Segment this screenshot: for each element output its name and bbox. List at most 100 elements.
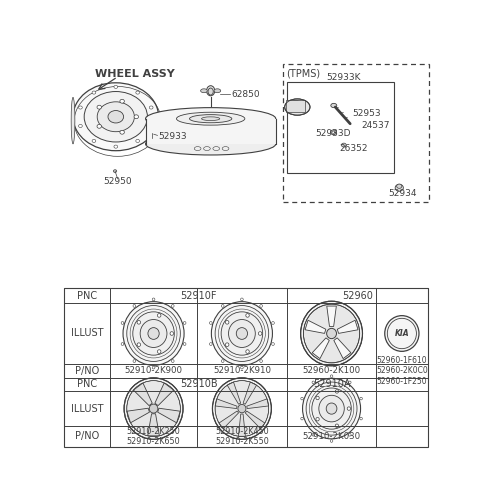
Ellipse shape <box>209 322 212 325</box>
Ellipse shape <box>151 137 154 139</box>
Ellipse shape <box>246 313 249 317</box>
Ellipse shape <box>157 350 161 353</box>
Ellipse shape <box>335 390 338 393</box>
Ellipse shape <box>285 99 310 115</box>
Ellipse shape <box>121 343 124 345</box>
Text: 26352: 26352 <box>340 144 368 153</box>
Text: 24537: 24537 <box>361 121 390 130</box>
Text: P/NO: P/NO <box>75 366 99 376</box>
Ellipse shape <box>331 103 337 108</box>
Ellipse shape <box>211 301 273 365</box>
Ellipse shape <box>97 124 101 129</box>
Ellipse shape <box>226 321 229 324</box>
Ellipse shape <box>236 328 248 339</box>
Text: WHEEL ASSY: WHEEL ASSY <box>95 69 174 79</box>
Ellipse shape <box>133 304 136 307</box>
Ellipse shape <box>133 312 174 355</box>
Ellipse shape <box>133 360 136 362</box>
Ellipse shape <box>171 304 174 307</box>
Ellipse shape <box>201 89 207 93</box>
Text: 62850: 62850 <box>232 90 261 99</box>
Ellipse shape <box>145 133 276 155</box>
Ellipse shape <box>348 381 351 384</box>
Ellipse shape <box>149 404 158 413</box>
Ellipse shape <box>215 305 269 361</box>
Ellipse shape <box>316 396 319 400</box>
Ellipse shape <box>221 360 224 362</box>
Ellipse shape <box>301 417 303 420</box>
Ellipse shape <box>335 424 338 427</box>
Text: 52910-2K910: 52910-2K910 <box>213 366 271 375</box>
Text: 52960: 52960 <box>342 291 372 301</box>
Ellipse shape <box>73 83 158 151</box>
Ellipse shape <box>127 305 180 361</box>
Text: 52933: 52933 <box>158 132 187 141</box>
Ellipse shape <box>209 343 212 345</box>
Ellipse shape <box>246 350 249 353</box>
Ellipse shape <box>149 106 153 109</box>
Bar <box>283 64 429 202</box>
Polygon shape <box>227 382 240 404</box>
Ellipse shape <box>215 381 269 436</box>
Ellipse shape <box>348 433 351 436</box>
Ellipse shape <box>170 332 173 335</box>
Text: 52910-2K250
52910-2K650: 52910-2K250 52910-2K650 <box>127 426 180 446</box>
Ellipse shape <box>395 184 403 191</box>
Ellipse shape <box>306 382 357 435</box>
Ellipse shape <box>332 131 335 134</box>
Ellipse shape <box>79 124 82 128</box>
Text: 52910F: 52910F <box>180 291 217 301</box>
Ellipse shape <box>330 439 333 443</box>
Ellipse shape <box>114 145 118 148</box>
Ellipse shape <box>149 124 153 128</box>
Ellipse shape <box>145 108 276 130</box>
Ellipse shape <box>127 381 180 436</box>
Ellipse shape <box>120 131 124 134</box>
Ellipse shape <box>137 321 141 324</box>
Ellipse shape <box>396 184 402 188</box>
Ellipse shape <box>316 417 319 421</box>
Ellipse shape <box>208 88 213 95</box>
Polygon shape <box>245 411 265 429</box>
Ellipse shape <box>312 388 351 429</box>
Ellipse shape <box>108 110 124 123</box>
Ellipse shape <box>312 381 314 384</box>
Ellipse shape <box>319 395 344 422</box>
Ellipse shape <box>341 143 346 147</box>
Polygon shape <box>247 399 269 409</box>
Text: 52960-1F610
52960-2K0C0
52960-1F250: 52960-1F610 52960-2K0C0 52960-1F250 <box>376 356 428 386</box>
Ellipse shape <box>177 112 245 125</box>
Ellipse shape <box>97 105 101 109</box>
Ellipse shape <box>330 375 333 377</box>
Text: P/NO: P/NO <box>75 431 99 442</box>
Ellipse shape <box>312 433 314 436</box>
Text: KIA: KIA <box>395 329 409 338</box>
Text: 52910-2K030: 52910-2K030 <box>302 432 360 441</box>
Ellipse shape <box>238 404 246 413</box>
Ellipse shape <box>150 132 154 135</box>
Ellipse shape <box>120 99 124 103</box>
Ellipse shape <box>272 343 275 345</box>
Ellipse shape <box>300 301 362 366</box>
Ellipse shape <box>92 91 96 94</box>
Ellipse shape <box>221 304 224 307</box>
Ellipse shape <box>360 397 362 400</box>
Ellipse shape <box>123 301 184 365</box>
FancyBboxPatch shape <box>145 119 276 144</box>
Ellipse shape <box>213 378 271 439</box>
Ellipse shape <box>71 97 75 144</box>
Ellipse shape <box>301 397 303 400</box>
Ellipse shape <box>214 89 221 93</box>
Polygon shape <box>148 414 159 436</box>
Text: 52934: 52934 <box>388 188 417 198</box>
Ellipse shape <box>240 298 243 301</box>
Ellipse shape <box>183 322 186 325</box>
Ellipse shape <box>136 91 140 94</box>
Ellipse shape <box>303 304 360 363</box>
Polygon shape <box>243 382 256 404</box>
Text: 52910B: 52910B <box>180 380 217 389</box>
Text: 52933K: 52933K <box>326 73 360 82</box>
Text: 52933D: 52933D <box>315 129 350 138</box>
Ellipse shape <box>330 130 336 135</box>
Ellipse shape <box>134 115 139 119</box>
